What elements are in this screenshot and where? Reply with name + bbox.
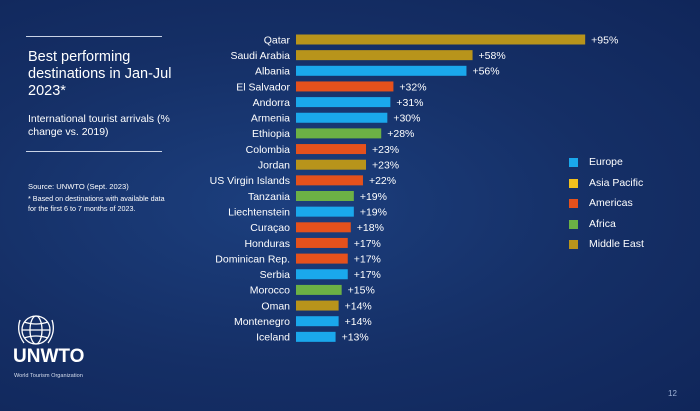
value-label-andorra: +31% xyxy=(396,97,423,109)
value-label-curacao: +18% xyxy=(357,222,384,234)
legend-swatch-middle-east xyxy=(569,240,578,249)
value-label-tanzania: +19% xyxy=(360,191,387,203)
bar-iceland xyxy=(296,331,336,342)
value-label-dominican-rep: +17% xyxy=(354,253,381,265)
bar-qatar xyxy=(296,34,586,45)
category-label-oman: Oman xyxy=(261,300,290,312)
legend-swatch-africa xyxy=(569,219,578,229)
legend-label-middle-east: Middle East xyxy=(589,238,644,250)
value-label-qatar: +95% xyxy=(591,34,618,46)
bar-dominican-rep xyxy=(296,253,348,264)
bar-honduras xyxy=(296,237,348,248)
page-number: 12 xyxy=(668,389,677,398)
bar-serbia xyxy=(296,269,348,280)
value-label-jordan: +23% xyxy=(372,160,399,172)
category-label-serbia: Serbia xyxy=(260,269,291,281)
legend-swatch-asia-pacific xyxy=(569,178,578,188)
category-label-jordan: Jordan xyxy=(258,160,290,172)
category-label-us-virgin-islands: US Virgin Islands xyxy=(210,175,290,187)
logo-subtitle: World Tourism Organization xyxy=(14,373,83,379)
bar-andorra xyxy=(296,97,391,108)
category-label-qatar: Qatar xyxy=(264,34,291,46)
source-text: Source: UNWTO (Sept. 2023) xyxy=(28,182,129,191)
bar-curacao xyxy=(296,222,351,233)
value-label-liechtenstein: +19% xyxy=(360,206,387,218)
bar-liechtenstein xyxy=(296,206,354,217)
category-label-honduras: Honduras xyxy=(244,238,290,250)
value-label-iceland: +13% xyxy=(342,332,369,344)
value-label-colombia: +23% xyxy=(372,144,399,156)
bar-albania xyxy=(296,65,467,76)
bar-oman xyxy=(296,300,339,311)
bar-us-virgin-islands xyxy=(296,175,363,186)
bar-morocco xyxy=(296,284,342,295)
category-label-dominican-rep: Dominican Rep. xyxy=(215,253,290,265)
logo-wordmark: UNWTO xyxy=(13,346,85,367)
legend-swatch-europe xyxy=(569,158,578,167)
bar-montenegro xyxy=(296,316,339,327)
category-label-curacao: Curaçao xyxy=(250,222,290,234)
category-label-montenegro: Montenegro xyxy=(234,316,290,328)
bar-saudi-arabia xyxy=(296,50,473,61)
value-label-oman: +14% xyxy=(345,300,372,312)
bar-jordan xyxy=(296,159,367,170)
category-label-colombia: Colombia xyxy=(246,144,291,156)
category-label-el-salvador: El Salvador xyxy=(236,81,290,93)
panel-subtitle: International tourist arrivals (% change… xyxy=(28,113,170,138)
legend-label-asia-pacific: Asia Pacific xyxy=(589,176,644,189)
bottom-divider xyxy=(26,151,162,152)
category-label-armenia: Armenia xyxy=(251,113,290,125)
bar-armenia xyxy=(296,112,388,123)
legend-label-americas: Americas xyxy=(589,197,633,209)
bar-el-salvador xyxy=(296,81,394,92)
legend-label-africa: Africa xyxy=(589,217,616,230)
bar-ethiopia xyxy=(296,128,382,139)
value-label-armenia: +30% xyxy=(393,113,420,125)
value-label-el-salvador: +32% xyxy=(399,81,426,93)
top-divider xyxy=(26,36,162,37)
value-label-honduras: +17% xyxy=(354,238,381,250)
category-label-ethiopia: Ethiopia xyxy=(252,128,290,140)
value-label-albania: +56% xyxy=(472,66,499,78)
value-label-ethiopia: +28% xyxy=(387,128,414,140)
category-label-iceland: Iceland xyxy=(256,332,290,344)
value-label-morocco: +15% xyxy=(348,285,375,297)
bar-colombia xyxy=(296,144,367,155)
category-label-liechtenstein: Liechtenstein xyxy=(228,206,290,218)
panel-title: Best performing destinations in Jan-Jul … xyxy=(28,49,172,99)
bar-tanzania xyxy=(296,191,354,201)
legend-label-europe: Europe xyxy=(589,156,623,168)
value-label-saudi-arabia: +58% xyxy=(479,50,506,62)
category-label-tanzania: Tanzania xyxy=(248,191,290,203)
category-label-saudi-arabia: Saudi Arabia xyxy=(230,50,290,62)
legend-swatch-americas xyxy=(569,199,578,208)
value-label-serbia: +17% xyxy=(354,269,381,281)
category-label-albania: Albania xyxy=(255,66,290,78)
unwto-globe-icon xyxy=(18,315,54,345)
footnote-text: * Based on destinations with available d… xyxy=(28,194,165,213)
category-label-morocco: Morocco xyxy=(250,285,290,297)
value-label-us-virgin-islands: +22% xyxy=(369,175,396,187)
value-label-montenegro: +14% xyxy=(345,316,372,328)
category-label-andorra: Andorra xyxy=(253,97,291,109)
